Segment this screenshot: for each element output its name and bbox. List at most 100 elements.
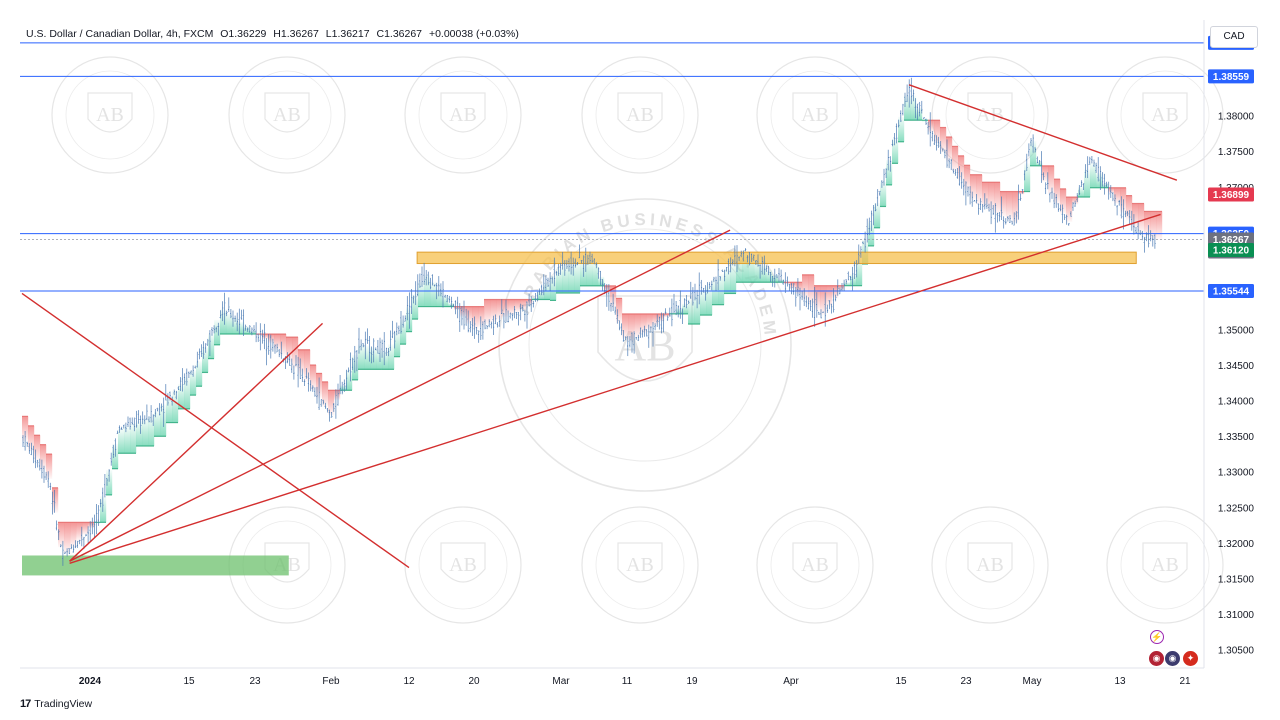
cloud-segment bbox=[994, 182, 1001, 214]
cloud-segment bbox=[520, 299, 527, 310]
trendline[interactable] bbox=[21, 292, 410, 569]
cloud-segment bbox=[148, 416, 155, 447]
trendlines[interactable] bbox=[21, 84, 1178, 569]
cloud-segment bbox=[244, 326, 251, 335]
seal-ring bbox=[756, 56, 874, 174]
cloud-segment bbox=[130, 423, 137, 454]
currency-button[interactable]: CAD bbox=[1210, 26, 1258, 48]
level-price-label: 1.35544 bbox=[1213, 287, 1250, 298]
cloud-segment bbox=[172, 390, 179, 423]
seal-inner-ring bbox=[770, 70, 860, 160]
watermark-initials: AB bbox=[1151, 104, 1179, 126]
cloud-segment bbox=[988, 182, 995, 211]
watermark-seal: AB bbox=[404, 506, 522, 624]
cloud-segment bbox=[436, 288, 443, 307]
cloud-segment bbox=[376, 348, 383, 370]
watermark-seal-large: ABARABIAN BUSINESS ACADEMY bbox=[0, 0, 792, 492]
trendline[interactable] bbox=[908, 84, 1178, 181]
time-tick-label: 13 bbox=[1114, 676, 1126, 687]
cloud-segment bbox=[124, 425, 131, 454]
support-zone[interactable] bbox=[22, 555, 289, 576]
shield-icon bbox=[617, 542, 663, 583]
seal-ring bbox=[404, 56, 522, 174]
cloud-segment bbox=[748, 255, 755, 283]
cloud-segment bbox=[238, 321, 245, 335]
cloud-segment bbox=[1030, 140, 1037, 166]
trendline[interactable] bbox=[69, 213, 1161, 564]
cloud-segment bbox=[616, 298, 623, 324]
time-tick-label: May bbox=[1023, 676, 1042, 687]
cloud-segment bbox=[460, 306, 467, 317]
watermark-seal: AB bbox=[51, 56, 169, 174]
cloud-segment bbox=[82, 522, 89, 535]
cloud-segment bbox=[250, 330, 257, 335]
time-tick-label: 23 bbox=[960, 676, 972, 687]
cloud-segment bbox=[322, 381, 329, 407]
seal-inner-ring bbox=[595, 70, 685, 160]
time-tick-label: 15 bbox=[895, 676, 907, 687]
horizontal-levels[interactable] bbox=[20, 42, 1204, 292]
cloud-segment bbox=[34, 435, 41, 461]
seal-inner-ring bbox=[595, 520, 685, 610]
watermark-seal: AB bbox=[228, 56, 346, 174]
cloud-segment bbox=[232, 317, 239, 335]
time-tick-label: Feb bbox=[322, 676, 340, 687]
cloud-segment bbox=[820, 285, 827, 315]
watermark-initials: AB bbox=[1151, 554, 1179, 576]
watermark-seal: AB bbox=[931, 506, 1049, 624]
cloud-segment bbox=[856, 257, 863, 286]
trendline[interactable] bbox=[69, 229, 731, 562]
level-price-label-bg bbox=[1208, 69, 1254, 84]
cloud-segment bbox=[892, 138, 899, 164]
seal-ring bbox=[1106, 506, 1224, 624]
time-axis[interactable]: 2024 15 23 Feb 12 20 Mar 11 19 Apr 15 23 May 13 21 bbox=[79, 676, 1191, 687]
tradingview-brand[interactable]: TradingView bbox=[34, 698, 93, 710]
trendline[interactable] bbox=[69, 322, 324, 562]
ohlc-open: O1.36229 bbox=[220, 28, 267, 40]
us-flag-icon[interactable]: ◉ bbox=[1148, 650, 1165, 667]
cloud-segment bbox=[670, 312, 677, 314]
cloud-segment bbox=[508, 299, 515, 315]
cloud-segment bbox=[64, 522, 71, 554]
tradingview-logo-icon[interactable]: 17 bbox=[20, 698, 31, 710]
cloud-segment bbox=[1090, 162, 1097, 188]
cloud-segment bbox=[946, 136, 953, 162]
cloud-segment bbox=[850, 273, 857, 286]
seal-inner-ring bbox=[770, 520, 860, 610]
cloud-segment bbox=[934, 120, 941, 143]
time-tick-label: 2024 bbox=[79, 676, 102, 687]
cloud-segment bbox=[1150, 211, 1157, 240]
symbol-title[interactable]: U.S. Dollar / Canadian Dollar, 4h, FXCM bbox=[26, 28, 214, 40]
time-tick-label: 23 bbox=[249, 676, 261, 687]
cloud-segment bbox=[1024, 163, 1031, 192]
cloud-segment bbox=[28, 425, 35, 451]
cloud-segment bbox=[682, 303, 689, 314]
cloud-segment bbox=[1144, 211, 1151, 237]
lightning-icon[interactable]: ⚡ bbox=[1150, 630, 1164, 644]
price-tick-label: 1.33500 bbox=[1218, 432, 1255, 443]
shield-icon bbox=[967, 92, 1013, 133]
us-flag-icon[interactable]: ◉ bbox=[1164, 650, 1181, 667]
shield-icon bbox=[597, 295, 693, 382]
canada-flag-icon[interactable]: ✦ bbox=[1182, 650, 1199, 667]
cloud-segment bbox=[496, 299, 503, 320]
seal-inner-ring bbox=[1120, 70, 1210, 160]
ohlc-close: C1.36267 bbox=[376, 28, 423, 40]
resistance-zone[interactable] bbox=[416, 251, 1137, 265]
cloud-segment bbox=[166, 397, 173, 423]
cloud-segment bbox=[220, 309, 227, 335]
cloud-segment bbox=[562, 264, 569, 294]
cloud-segment bbox=[904, 95, 911, 121]
cloud-segment bbox=[790, 282, 797, 289]
cloud-segment bbox=[1066, 197, 1073, 222]
cloud-segment bbox=[940, 127, 947, 153]
cloud-segment bbox=[214, 319, 221, 345]
cloud-segment bbox=[886, 159, 893, 185]
cloud-segment bbox=[964, 165, 971, 191]
cloud-segment bbox=[358, 344, 365, 370]
cloud-segment bbox=[304, 349, 311, 382]
watermark-layer: ABABABABABABABABABABABABABABARABIAN BUSI… bbox=[0, 0, 1224, 624]
cloud-segment bbox=[1060, 188, 1067, 214]
cloud-segment bbox=[688, 299, 695, 325]
